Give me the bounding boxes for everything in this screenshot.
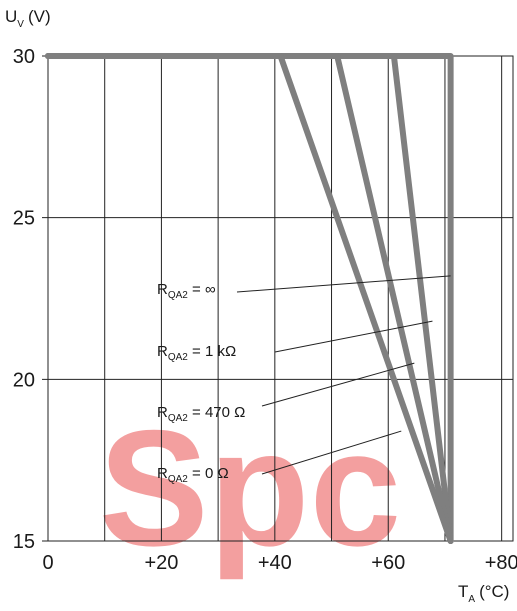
series-annotation: RQA2 = ∞ (157, 281, 216, 301)
x-axis-label: TA (°C) (458, 582, 509, 605)
series-group (45, 53, 454, 544)
leader-line (236, 275, 451, 293)
y-tick-label: 30 (13, 46, 35, 68)
leader-line (261, 430, 402, 475)
leader-line (261, 362, 415, 407)
y-tick-label: 20 (13, 369, 35, 391)
y-tick-label: 25 (13, 208, 35, 230)
annotations: RQA2 = ∞ RQA2 = 1 kΩ RQA2 = 470 Ω RQA2 = 0 … (157, 275, 451, 485)
x-tick-label: 0 (42, 552, 53, 574)
y-axis-label: UV (V) (5, 7, 51, 30)
leader-line (274, 320, 433, 353)
series-line-4 (45, 53, 454, 544)
tick-labels: 0 +20 +40 +60 +80 15 20 25 30 (13, 46, 517, 574)
x-tick-label: +80 (485, 552, 517, 574)
watermark: Spc (99, 396, 402, 580)
series-annotation: RQA2 = 1 kΩ (157, 343, 236, 363)
series-annotation: RQA2 = 0 Ω (157, 465, 229, 485)
series-annotation: RQA2 = 470 Ω (157, 404, 245, 424)
x-tick-label: +60 (371, 552, 405, 574)
x-tick-label: +40 (258, 552, 292, 574)
y-tick-label: 15 (13, 531, 35, 553)
x-tick-label: +20 (144, 552, 178, 574)
